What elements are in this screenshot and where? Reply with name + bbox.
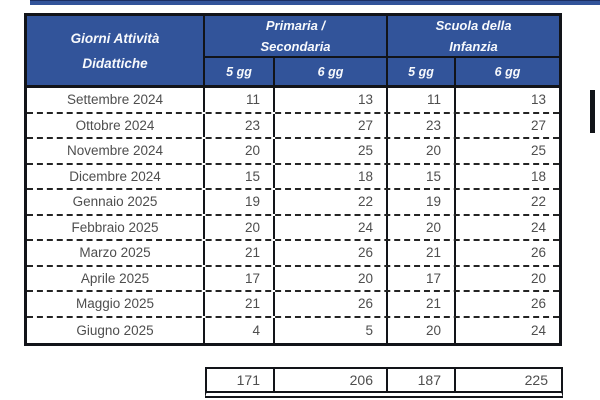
value-cell: 20	[205, 215, 275, 239]
value-cell: 25	[275, 139, 388, 163]
value-cell: 24	[456, 215, 559, 239]
top-blue-strip	[30, 0, 600, 5]
month-cell: Novembre 2024	[27, 139, 205, 163]
value-cell: 26	[456, 241, 559, 265]
header-corner-giorni-attivita: Giorni Attività Didattiche	[27, 16, 205, 85]
month-cell: Settembre 2024	[27, 88, 205, 112]
value-cell: 20	[388, 139, 456, 163]
value-cell: 20	[456, 266, 559, 290]
value-cell: 4	[205, 317, 275, 343]
value-cell: 19	[388, 190, 456, 214]
value-cell: 15	[205, 164, 275, 188]
group-infanzia-line2: Infanzia	[449, 39, 498, 54]
table-row-febbraio: Febbraio 2025 20 24 20 24	[27, 215, 559, 241]
corner-line1: Giorni Attività	[70, 30, 160, 46]
month-cell: Dicembre 2024	[27, 164, 205, 188]
value-cell: 26	[275, 241, 388, 265]
value-cell: 23	[388, 113, 456, 137]
table-row-giugno: Giugno 2025 4 5 20 24	[27, 317, 559, 343]
table-row-dicembre: Dicembre 2024 15 18 15 18	[27, 164, 559, 190]
subheader-primaria-5gg: 5 gg	[205, 58, 275, 85]
table-body: Settembre 2024 11 13 11 13 Ottobre 2024 …	[27, 88, 559, 343]
corner-line2: Didattiche	[82, 55, 148, 71]
value-cell: 21	[205, 292, 275, 316]
month-cell: Febbraio 2025	[27, 215, 205, 239]
header-group-scuola-infanzia: Scuola della Infanzia	[388, 16, 559, 58]
table-row-gennaio: Gennaio 2025 19 22 19 22	[27, 190, 559, 216]
cropped-adjacent-table-fragment	[590, 90, 595, 133]
header-group-primaria-secondaria: Primaria / Secondaria	[205, 16, 388, 58]
value-cell: 20	[388, 317, 456, 343]
month-cell: Ottobre 2024	[27, 113, 205, 137]
subheader-infanzia-6gg: 6 gg	[494, 64, 521, 79]
value-cell: 19	[205, 190, 275, 214]
value-cell: 17	[388, 266, 456, 290]
subheader-infanzia-5gg: 5 gg	[388, 58, 456, 85]
table-row-aprile: Aprile 2025 17 20 17 20	[27, 266, 559, 292]
month-cell: Aprile 2025	[27, 266, 205, 290]
value-cell: 20	[388, 215, 456, 239]
school-days-table: Giorni Attività Didattiche Primaria / Se…	[24, 13, 562, 346]
total-infanzia-6gg: 225	[524, 372, 548, 388]
value-cell: 5	[275, 317, 388, 343]
value-cell: 22	[275, 190, 388, 214]
subheader-primaria-6gg: 6 gg	[275, 58, 388, 85]
value-cell: 20	[205, 139, 275, 163]
value-cell: 15	[388, 164, 456, 188]
month-cell: Giugno 2025	[27, 317, 205, 343]
value-cell: 18	[456, 164, 559, 188]
table-row-maggio: Maggio 2025 21 26 21 26	[27, 292, 559, 318]
group-primaria-line2: Secondaria	[260, 39, 331, 54]
value-cell: 21	[205, 241, 275, 265]
value-cell: 11	[388, 88, 456, 112]
total-infanzia-5gg: 187	[388, 369, 456, 391]
table-row-marzo: Marzo 2025 21 26 21 26	[27, 241, 559, 267]
value-cell: 24	[456, 317, 559, 343]
table-row-ottobre: Ottobre 2024 23 27 23 27	[27, 113, 559, 139]
month-cell: Maggio 2025	[27, 292, 205, 316]
value-cell: 27	[275, 113, 388, 137]
value-cell: 21	[388, 241, 456, 265]
value-cell: 24	[275, 215, 388, 239]
value-cell: 13	[275, 88, 388, 112]
table-row-novembre: Novembre 2024 20 25 20 25	[27, 139, 559, 165]
value-cell: 26	[456, 292, 559, 316]
total-primaria-6gg: 206	[275, 369, 388, 391]
value-cell: 11	[205, 88, 275, 112]
value-cell: 23	[205, 113, 275, 137]
value-cell: 22	[456, 190, 559, 214]
group-infanzia-line1: Scuola della	[435, 18, 512, 33]
totals-row: 171 206 187 225	[205, 367, 563, 398]
value-cell: 25	[456, 139, 559, 163]
value-cell: 21	[388, 292, 456, 316]
table-header: Giorni Attività Didattiche Primaria / Se…	[27, 16, 559, 88]
value-cell: 26	[275, 292, 388, 316]
value-cell: 27	[456, 113, 559, 137]
value-cell: 13	[456, 88, 559, 112]
total-primaria-5gg: 171	[207, 369, 275, 391]
value-cell: 17	[205, 266, 275, 290]
month-cell: Marzo 2025	[27, 241, 205, 265]
group-primaria-line1: Primaria /	[265, 18, 326, 33]
value-cell: 20	[275, 266, 388, 290]
table-row-settembre: Settembre 2024 11 13 11 13	[27, 88, 559, 114]
month-cell: Gennaio 2025	[27, 190, 205, 214]
value-cell: 18	[275, 164, 388, 188]
